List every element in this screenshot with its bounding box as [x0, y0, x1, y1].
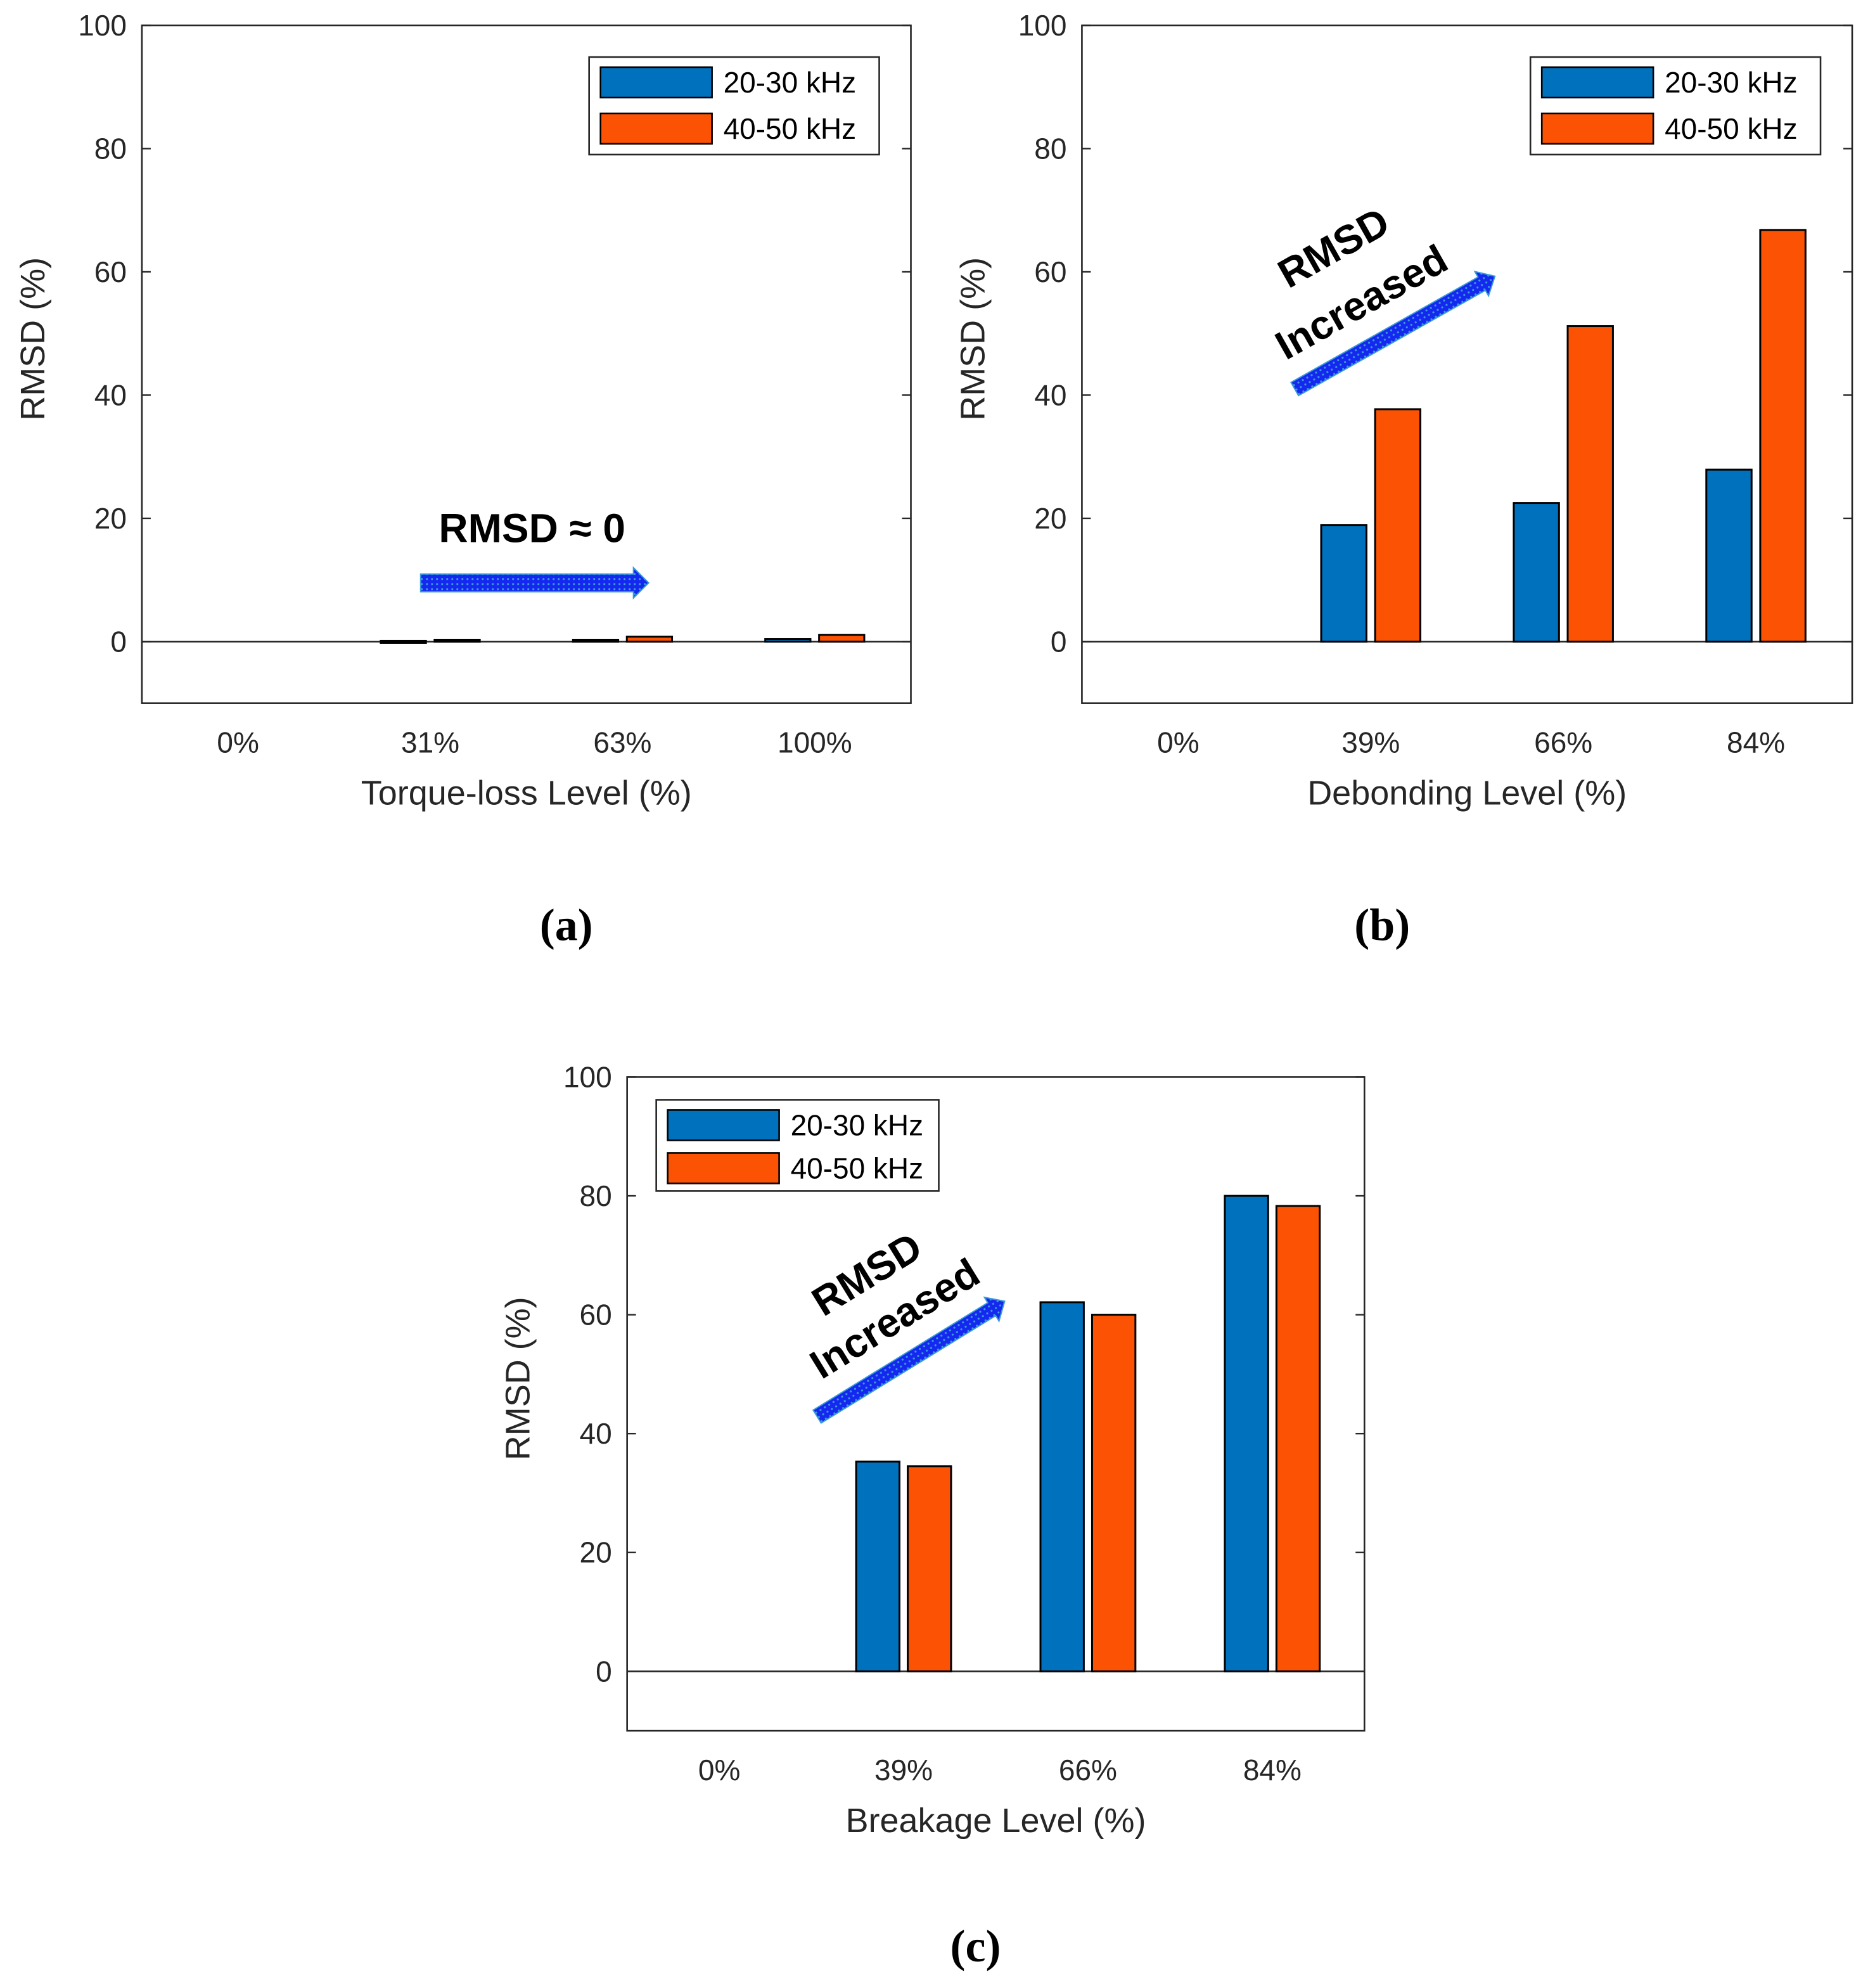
y-tick-label: 0: [1051, 625, 1067, 658]
legend-swatch: [599, 112, 713, 145]
panel-label: (a): [540, 900, 593, 951]
arrow-icon: [1290, 271, 1496, 397]
bar-20-30khz-84%: [1705, 468, 1753, 643]
y-tick-label: 80: [1034, 132, 1066, 165]
x-tick-label: 66%: [1059, 1754, 1117, 1786]
legend-entry: 20-30 kHz: [791, 1108, 924, 1141]
bar-20-30khz-66%: [1039, 1301, 1085, 1672]
x-axis-label: Breakage Level (%): [845, 1802, 1146, 1840]
axes-box: [1081, 24, 1853, 704]
legend: 20-30 kHz 40-50 kHz: [1529, 56, 1822, 156]
arrow-icon: [419, 566, 650, 600]
x-tick-label: 100%: [778, 726, 852, 759]
chart-torque-loss: 0 20 40 60 80 100 0% 31% 63% 100% Torque-loss Leve…: [14, 9, 912, 951]
bar-40-50khz-100%: [818, 634, 866, 643]
bar-40-50khz-66%: [1566, 325, 1614, 643]
bar-40-50khz-84%: [1759, 229, 1807, 643]
y-tick-label: 20: [94, 502, 127, 535]
bar-20-30khz-63%: [572, 638, 620, 643]
bar-20-30khz-39%: [855, 1460, 900, 1672]
legend-swatch: [667, 1109, 780, 1141]
axes-box: [626, 1076, 1366, 1732]
y-tick-label: 40: [1034, 378, 1066, 411]
x-tick-label: 84%: [1727, 726, 1785, 759]
arrow-icon: [812, 1296, 1006, 1424]
bar-20-30khz-84%: [1224, 1195, 1269, 1672]
legend-entry: 20-30 kHz: [1665, 66, 1798, 99]
y-tick-label: 100: [563, 1060, 612, 1093]
y-axis-label: RMSD (%): [14, 257, 52, 421]
x-tick-label: 31%: [401, 726, 459, 759]
bar-20-30khz-66%: [1513, 502, 1560, 643]
bar-40-50khz-84%: [1275, 1205, 1321, 1672]
panel-label: (c): [950, 1921, 1001, 1972]
y-tick-label: 0: [596, 1655, 612, 1688]
chart-breakage: 0 20 40 60 80 100 0% 39% 66% 84% Breakage Level (%…: [499, 1060, 1366, 1972]
legend-swatch: [599, 66, 713, 99]
y-tick-label: 40: [94, 378, 127, 411]
bar-40-50khz-39%: [1374, 408, 1422, 643]
y-tick-label: 0: [110, 625, 127, 658]
bar-40-50khz-31%: [433, 638, 481, 643]
x-tick-label: 84%: [1243, 1754, 1302, 1786]
legend-entry: 40-50 kHz: [791, 1151, 924, 1184]
x-tick-label: 0%: [698, 1754, 740, 1786]
bar-40-50khz-39%: [907, 1465, 952, 1672]
x-tick-label: 0%: [217, 726, 259, 759]
y-tick-label: 100: [78, 9, 127, 42]
chart-debonding: 0 20 40 60 80 100 0% 39% 66% 84% Debonding Level (…: [954, 9, 1853, 951]
legend: 20-30 kHz 40-50 kHz: [588, 56, 880, 156]
y-axis-label: RMSD (%): [954, 257, 992, 421]
legend-entry: 40-50 kHz: [1665, 112, 1798, 145]
legend-entry: 20-30 kHz: [724, 66, 857, 99]
bar-20-30khz-39%: [1320, 524, 1367, 643]
y-tick-label: 80: [580, 1179, 612, 1212]
y-tick-label: 60: [580, 1299, 612, 1331]
x-tick-label: 39%: [874, 1754, 933, 1786]
legend: 20-30 kHz 40-50 kHz: [655, 1099, 940, 1192]
y-tick-label: 60: [94, 255, 127, 288]
annotation: RMSD ≈ 0: [419, 506, 650, 600]
panel-label: (b): [1354, 900, 1410, 951]
legend-swatch: [667, 1152, 780, 1184]
bar-20-30khz-100%: [764, 638, 812, 643]
y-axis-label: RMSD (%): [499, 1297, 537, 1460]
y-tick-label: 20: [580, 1536, 612, 1569]
bar-40-50khz-63%: [625, 636, 674, 643]
y-tick-label: 80: [94, 132, 127, 165]
x-axis-label: Debonding Level (%): [1307, 774, 1627, 812]
x-tick-label: 39%: [1341, 726, 1400, 759]
axes-box: [141, 24, 912, 704]
x-tick-label: 63%: [593, 726, 651, 759]
y-tick-label: 60: [1034, 255, 1066, 288]
x-tick-label: 0%: [1157, 726, 1199, 759]
bar-20-30khz-31%: [380, 639, 427, 644]
legend-swatch: [1540, 66, 1654, 99]
y-tick-label: 40: [580, 1417, 612, 1450]
legend-entry: 40-50 kHz: [724, 112, 857, 145]
x-tick-label: 66%: [1534, 726, 1592, 759]
annotation-text: RMSD ≈ 0: [438, 506, 625, 551]
y-tick-label: 100: [1018, 9, 1067, 42]
x-axis-label: Torque-loss Level (%): [361, 774, 692, 812]
legend-swatch: [1540, 112, 1654, 145]
y-tick-label: 20: [1034, 502, 1066, 535]
bar-40-50khz-66%: [1091, 1314, 1137, 1672]
